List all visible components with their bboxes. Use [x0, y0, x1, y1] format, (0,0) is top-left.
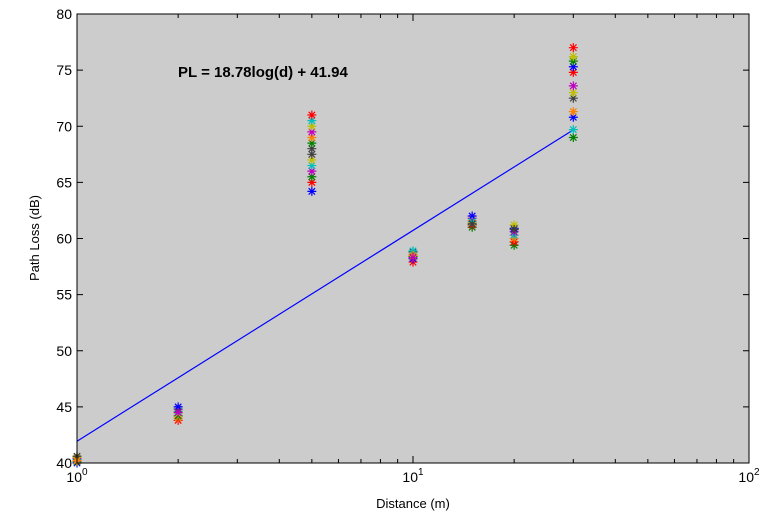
fit-line: [76, 129, 574, 442]
data-point: [173, 402, 183, 412]
data-point: [568, 81, 578, 91]
data-point: [307, 127, 317, 137]
x-tick-label-exponent: 0: [82, 467, 88, 478]
data-point: [307, 138, 317, 148]
y-tick-label: 75: [56, 62, 72, 78]
data-point: [307, 177, 317, 187]
data-point: [307, 155, 317, 165]
data-point: [307, 172, 317, 182]
x-tick-label-base: 10: [66, 469, 82, 485]
data-point: [509, 225, 519, 235]
data-point: [568, 107, 578, 117]
data-point: [467, 211, 477, 221]
data-point: [568, 112, 578, 122]
y-tick-label: 45: [56, 399, 72, 415]
data-point: [307, 121, 317, 131]
data-point: [307, 132, 317, 142]
data-point: [307, 144, 317, 154]
data-point: [568, 52, 578, 62]
data-point: [408, 253, 418, 263]
data-point: [568, 93, 578, 103]
data-point: [307, 116, 317, 126]
fit-equation-annotation: PL = 18.78log(d) + 41.94: [178, 64, 348, 81]
data-point: [307, 149, 317, 159]
x-tick-label: 101: [402, 467, 424, 485]
data-point: [568, 88, 578, 98]
x-tick-label-exponent: 1: [418, 467, 424, 478]
data-point: [307, 110, 317, 120]
x-tick-label: 102: [738, 467, 760, 485]
data-point: [568, 132, 578, 142]
x-tick-label-base: 10: [402, 469, 418, 485]
data-point: [307, 166, 317, 176]
plot-area-frame: [76, 13, 750, 464]
x-tick-label-base: 10: [738, 469, 754, 485]
data-point: [307, 186, 317, 196]
y-tick-label: 65: [56, 174, 72, 190]
y-tick-label: 50: [56, 343, 72, 359]
data-point: [568, 43, 578, 53]
plot-area-background: [77, 14, 749, 463]
y-tick-label: 60: [56, 231, 72, 247]
data-point: [568, 62, 578, 72]
data-point: [467, 219, 477, 229]
data-point: [568, 125, 578, 135]
y-tick-label: 80: [56, 6, 72, 22]
y-tick-label: 40: [56, 455, 72, 471]
y-tick-label: 70: [56, 118, 72, 134]
x-tick-label: 100: [66, 467, 88, 485]
x-axis-label: Distance (m): [376, 496, 450, 511]
data-point: [568, 67, 578, 77]
y-axis-label: Path Loss (dB): [27, 195, 42, 281]
data-point: [307, 161, 317, 171]
y-tick-label: 55: [56, 287, 72, 303]
data-point: [173, 407, 183, 417]
fit-line-layer: [76, 129, 574, 442]
x-tick-label-exponent: 2: [754, 467, 760, 478]
